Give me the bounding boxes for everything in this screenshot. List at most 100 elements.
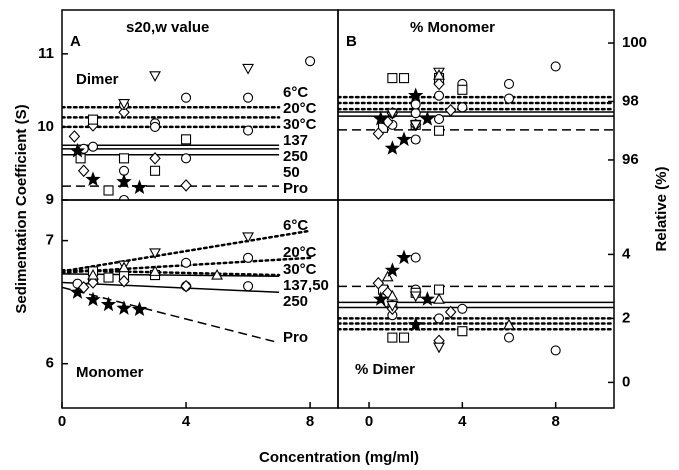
data-point (457, 84, 468, 95)
x-tick-label: 0 (365, 413, 373, 430)
plot-area (338, 61, 614, 155)
data-point (68, 130, 81, 143)
data-point (118, 105, 130, 119)
panel-title: % Monomer (410, 19, 495, 36)
line-label: 30°C (283, 261, 317, 278)
data-point (149, 248, 161, 260)
data-point (409, 120, 422, 132)
data-point (180, 257, 192, 268)
data-point (386, 108, 399, 120)
data-point (87, 276, 99, 289)
panel-letter: A (70, 33, 81, 50)
panel: 0 2 4 0 4 8 % Dimer (337, 199, 631, 430)
data-point (408, 87, 424, 103)
data-point (433, 125, 445, 136)
fit-line (62, 229, 312, 273)
data-point (433, 90, 445, 101)
data-point (242, 63, 255, 75)
data-point (373, 110, 389, 126)
data-point (433, 69, 445, 80)
x-tick-label: 8 (552, 413, 560, 430)
x-tick-label: 4 (458, 413, 467, 430)
data-point (433, 313, 445, 324)
data-point (410, 134, 421, 145)
data-point (372, 291, 389, 306)
data-point (433, 293, 445, 304)
data-point (419, 110, 435, 126)
y-tick-label: 4 (622, 245, 631, 262)
y-tick-label: 7 (46, 232, 54, 249)
data-point (149, 265, 161, 276)
y-tick-label: 11 (38, 45, 54, 62)
data-point (149, 121, 161, 132)
y2-axis-label: Relative (%) (653, 166, 670, 251)
line-label: 50 (283, 164, 300, 181)
data-point (550, 61, 561, 72)
line-label: Pro (283, 329, 308, 346)
data-point (433, 77, 445, 91)
data-point (87, 268, 99, 280)
data-point (410, 252, 421, 263)
data-point (103, 185, 114, 196)
data-point (149, 152, 161, 165)
data-point (386, 289, 399, 301)
data-point (444, 103, 457, 117)
panel-letter: B (346, 33, 357, 50)
line-label: 20°C (283, 244, 317, 261)
fit-line (62, 286, 280, 344)
data-point (116, 300, 132, 315)
y-axis-label: Sedimentation Coefficient (S) (13, 104, 30, 313)
data-point (243, 252, 254, 263)
data-point (503, 318, 515, 330)
data-point (410, 99, 421, 110)
y-tick-label: 2 (622, 309, 630, 326)
data-point (149, 71, 161, 82)
plot-area (62, 229, 312, 344)
line-label: 137,50 (283, 277, 329, 294)
data-point (118, 274, 130, 288)
data-point (386, 301, 399, 312)
data-point (87, 141, 99, 152)
line-label: Pro (283, 180, 308, 197)
y-tick-label: 9 (46, 191, 54, 208)
data-point (180, 279, 192, 293)
plot-area (338, 249, 614, 356)
data-point (372, 276, 385, 290)
data-point (180, 92, 192, 103)
data-point (410, 108, 421, 119)
data-point (433, 342, 445, 354)
y-tick-label: 6 (46, 355, 54, 372)
fit-line (62, 273, 280, 278)
data-point (118, 261, 130, 273)
data-point (211, 268, 223, 280)
data-point (100, 296, 117, 312)
panel-frame (337, 199, 615, 409)
plot-area (62, 56, 316, 200)
line-label: 6°C (283, 217, 308, 234)
data-point (384, 140, 400, 155)
line-label: 137 (283, 132, 308, 149)
y-tick-label: 0 (622, 373, 630, 390)
data-point (419, 291, 435, 306)
data-point (149, 165, 161, 176)
line-label: 30°C (283, 116, 317, 133)
data-point (398, 73, 410, 84)
line-label: 20°C (283, 100, 317, 117)
y-tick-label: 96 (622, 151, 639, 168)
panel-frame (337, 9, 615, 201)
data-point (131, 301, 148, 317)
data-point (131, 179, 148, 195)
panel-title: s20,w value (126, 19, 209, 36)
data-point (457, 102, 468, 113)
x-tick-label: 8 (306, 413, 314, 430)
data-point (85, 291, 101, 307)
data-point (457, 326, 468, 337)
data-point (550, 345, 561, 356)
data-point (180, 153, 192, 164)
region-label: % Dimer (355, 361, 415, 378)
data-point (242, 232, 255, 244)
fit-line (62, 281, 280, 294)
y-tick-label: 10 (37, 118, 54, 135)
